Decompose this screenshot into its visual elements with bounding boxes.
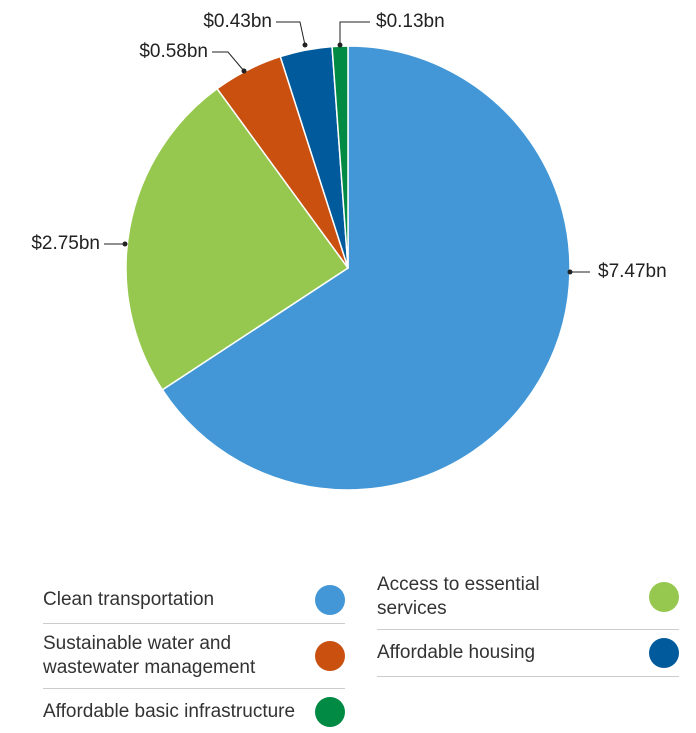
legend-swatch — [649, 638, 679, 668]
pie-slice — [161, 45, 571, 491]
leader-dot — [567, 269, 573, 275]
legend-swatch — [315, 697, 345, 727]
legend-swatch — [315, 641, 345, 671]
legend-column: Clean transportation Sustainable water an… — [43, 577, 345, 733]
data-label: $7.47bn — [598, 261, 667, 282]
leader-line — [212, 51, 245, 72]
legend-label: Access to essential services — [377, 574, 540, 619]
leader-dot — [241, 68, 247, 74]
legend-label: Clean transportation — [43, 589, 215, 610]
legend-swatch — [649, 582, 679, 612]
data-label: $0.13bn — [376, 11, 445, 32]
leader-dot — [302, 42, 308, 48]
leader-line — [339, 21, 370, 45]
legend-item: Clean transportation — [43, 577, 345, 624]
leader-dot — [337, 42, 343, 48]
legend-column: Access to essential services Affordable h… — [377, 565, 679, 677]
data-label: $2.75bn — [31, 233, 100, 254]
data-label: $0.58bn — [139, 41, 208, 62]
pie-slice — [125, 87, 350, 391]
legend-item: Affordable housing — [377, 630, 679, 677]
chart: $7.47bn $2.75bn $0.58bn $0.43bn $0.13bn — [31, 11, 667, 491]
leader-dot — [122, 241, 128, 247]
legend-label: Sustainable water and wastewater managem… — [43, 633, 256, 678]
legend-label: Affordable housing — [377, 642, 536, 663]
legend-item: Access to essential services — [377, 565, 679, 630]
leader-line — [276, 21, 306, 46]
legend-item: Sustainable water and wastewater managem… — [43, 624, 345, 689]
legend-label: Affordable basic infrastructure — [43, 701, 296, 722]
legend-swatch — [315, 585, 345, 615]
legend-item: Affordable basic infrastructure — [43, 689, 345, 733]
data-label: $0.43bn — [203, 11, 272, 32]
